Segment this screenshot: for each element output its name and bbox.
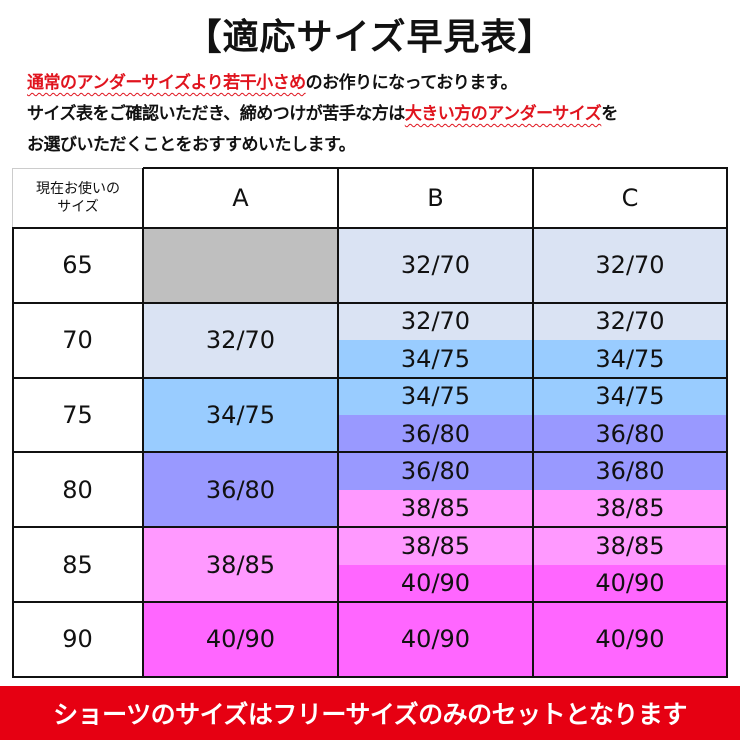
size-cell: 40/90: [533, 602, 727, 677]
size-cell: 38/85: [338, 527, 533, 565]
row-header-80: 80: [12, 452, 143, 528]
size-cell: 34/75: [143, 377, 338, 453]
note-highlight-1: 通常のアンダーサイズより若干小さめ: [27, 73, 306, 93]
size-cell: 34/75: [533, 340, 727, 378]
grid-line: [12, 601, 728, 603]
size-cell: [143, 228, 338, 303]
notes: 通常のアンダーサイズより若干小さめのお作りになっております。 サイズ表をご確認い…: [27, 68, 618, 161]
size-cell: 36/80: [143, 452, 338, 528]
row-header-90: 90: [12, 602, 143, 677]
row-header-75: 75: [12, 377, 143, 453]
grid-line: [532, 168, 534, 678]
note-line-2: サイズ表をご確認いただき、締めつけが苦手な方は大きい方のアンダーサイズを: [27, 99, 618, 130]
row-header-85: 85: [12, 527, 143, 602]
size-cell: 32/70: [533, 228, 727, 303]
row-header-65: 65: [12, 228, 143, 303]
column-header-b: B: [338, 168, 533, 228]
size-cell: 40/90: [338, 602, 533, 677]
size-cell: 40/90: [533, 564, 727, 602]
size-cell: 38/85: [533, 527, 727, 565]
size-cell: 36/80: [338, 415, 533, 453]
size-cell: 40/90: [338, 564, 533, 602]
grid-line: [12, 675, 728, 678]
note-line-1: 通常のアンダーサイズより若干小さめのお作りになっております。: [27, 68, 618, 99]
size-cell: 38/85: [143, 527, 338, 602]
grid-line: [337, 168, 339, 678]
size-cell: 36/80: [533, 415, 727, 453]
column-header-c: C: [533, 168, 727, 228]
grid-line: [726, 168, 728, 678]
size-cell: 36/80: [533, 452, 727, 490]
corner-label-2: サイズ: [57, 199, 99, 215]
note-highlight-2: 大きい方のアンダーサイズ: [404, 104, 602, 124]
note-text: のお作りになっております。: [305, 73, 518, 93]
grid-line: [12, 451, 728, 454]
note-text: を: [601, 104, 618, 124]
corner-label-1: 現在お使いの: [36, 181, 120, 197]
row-header-70: 70: [12, 302, 143, 378]
grid-line: [142, 168, 144, 678]
grid-line: [12, 301, 728, 304]
size-cell: 36/80: [338, 452, 533, 490]
size-cell: 32/70: [338, 302, 533, 341]
grid-line: [12, 227, 728, 229]
note-text: サイズ表をご確認いただき、締めつけが苦手な方は: [27, 104, 405, 124]
grid-line: [143, 167, 728, 169]
column-header-a: A: [143, 168, 338, 228]
size-cell: 32/70: [338, 228, 533, 303]
size-cell: 34/75: [338, 377, 533, 415]
page-title: 【適応サイズ早見表】: [185, 17, 555, 58]
shorts-size-banner: ショーツのサイズはフリーサイズのみのセットとなります: [0, 686, 740, 740]
grid-line: [12, 376, 728, 379]
note-line-3: お選びいただくことをおすすめいたします。: [27, 135, 356, 155]
size-cell: 34/75: [533, 377, 727, 415]
size-cell: 40/90: [143, 602, 338, 677]
size-cell: 32/70: [533, 302, 727, 341]
size-cell: 34/75: [338, 340, 533, 378]
grid-line: [12, 526, 728, 529]
size-cell: 32/70: [143, 302, 338, 378]
corner-header: 現在お使いの サイズ: [12, 168, 144, 228]
size-cell: 38/85: [338, 489, 533, 528]
size-cell: 38/85: [533, 489, 727, 528]
